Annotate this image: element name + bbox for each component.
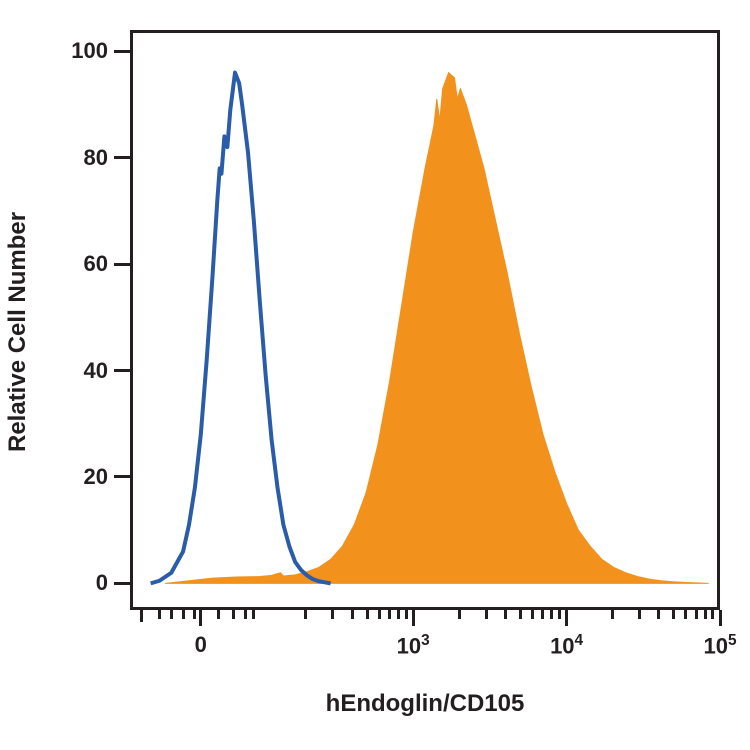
x-tick xyxy=(657,610,660,619)
y-tick xyxy=(114,156,130,159)
y-tick-label: 100 xyxy=(71,38,108,64)
x-tick xyxy=(244,610,247,619)
x-tick-label: 104 xyxy=(537,632,597,659)
x-tick xyxy=(366,610,369,619)
x-tick xyxy=(550,610,553,619)
x-tick xyxy=(565,610,568,626)
x-tick-label: 0 xyxy=(171,632,231,658)
x-tick xyxy=(531,610,534,619)
y-axis-label: Relative Cell Number xyxy=(4,212,32,452)
control-sample-path xyxy=(151,73,331,584)
x-tick xyxy=(170,610,173,619)
x-tick xyxy=(158,610,161,619)
x-tick xyxy=(304,610,307,619)
x-tick xyxy=(558,610,561,619)
x-tick xyxy=(331,610,334,619)
x-tick xyxy=(182,610,185,619)
x-tick xyxy=(711,610,714,619)
x-tick xyxy=(672,610,675,619)
x-tick xyxy=(704,610,707,619)
x-tick xyxy=(519,610,522,619)
x-tick xyxy=(252,610,255,619)
x-tick xyxy=(458,610,461,619)
y-tick xyxy=(114,263,130,266)
x-tick xyxy=(351,610,354,619)
x-tick xyxy=(638,610,641,619)
y-tick xyxy=(114,582,130,585)
x-tick xyxy=(193,610,196,619)
x-tick xyxy=(684,610,687,619)
x-tick xyxy=(719,610,722,626)
x-tick xyxy=(378,610,381,619)
x-tick xyxy=(412,610,415,626)
y-tick-label: 40 xyxy=(84,358,108,384)
x-tick xyxy=(397,610,400,619)
x-tick xyxy=(485,610,488,619)
x-tick xyxy=(405,610,408,619)
x-tick-label: 105 xyxy=(690,632,750,659)
histogram-svg xyxy=(0,0,750,750)
x-tick xyxy=(504,610,507,619)
x-tick xyxy=(217,610,220,619)
x-tick xyxy=(541,610,544,619)
x-tick xyxy=(611,610,614,619)
y-tick-label: 60 xyxy=(84,251,108,277)
flow-cytometry-chart: Relative Cell Number hEndoglin/CD105 0 20… xyxy=(0,0,750,750)
y-tick-label: 20 xyxy=(84,464,108,490)
x-tick-label: 103 xyxy=(383,632,443,659)
y-tick xyxy=(114,50,130,53)
x-tick xyxy=(388,610,391,619)
x-tick xyxy=(695,610,698,619)
x-tick xyxy=(140,610,143,622)
x-tick xyxy=(199,610,202,626)
y-tick xyxy=(114,369,130,372)
x-tick xyxy=(232,610,235,619)
x-axis-label: hEndoglin/CD105 xyxy=(130,690,720,718)
y-tick-label: 80 xyxy=(84,145,108,171)
y-tick-label: 0 xyxy=(96,570,108,596)
y-tick xyxy=(114,475,130,478)
